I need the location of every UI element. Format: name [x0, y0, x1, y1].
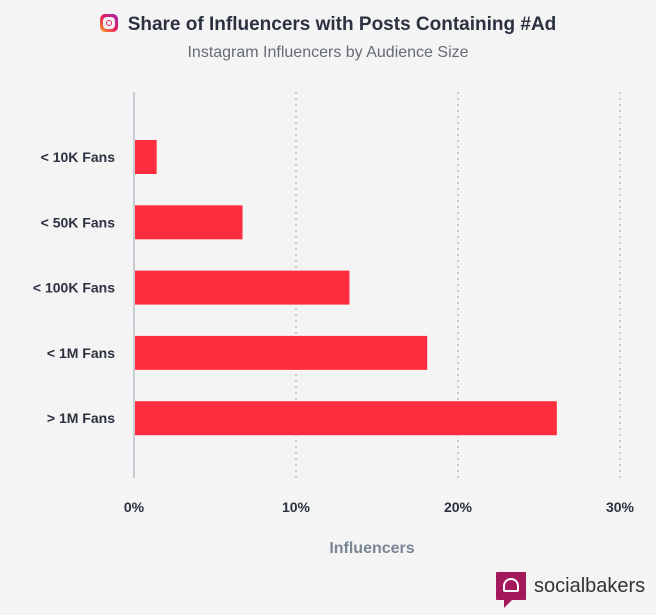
x-tick-label: 20% [444, 499, 473, 515]
bar [135, 140, 157, 174]
bar [135, 270, 350, 305]
y-tick-label: < 50K Fans [41, 214, 116, 230]
x-tick-label: 30% [606, 499, 635, 515]
x-tick-label: 10% [282, 499, 311, 515]
chef-hat-icon [496, 572, 526, 608]
x-axis-label: Influencers [329, 540, 414, 557]
bar [135, 205, 243, 240]
instagram-icon [99, 14, 118, 32]
x-tick-label: 0% [124, 499, 145, 515]
y-tick-label: < 1M Fans [47, 345, 115, 361]
bar [135, 335, 428, 370]
chart-title: Share of Influencers with Posts Containi… [0, 14, 656, 36]
socialbakers-logo: socialbakers [496, 572, 645, 608]
bar [135, 401, 557, 436]
y-tick-label: < 10K Fans [41, 149, 116, 165]
y-tick-label: < 100K Fans [33, 280, 115, 296]
chart-subtitle: Instagram Influencers by Audience Size [187, 44, 469, 61]
y-tick-label: > 1M Fans [47, 410, 115, 426]
